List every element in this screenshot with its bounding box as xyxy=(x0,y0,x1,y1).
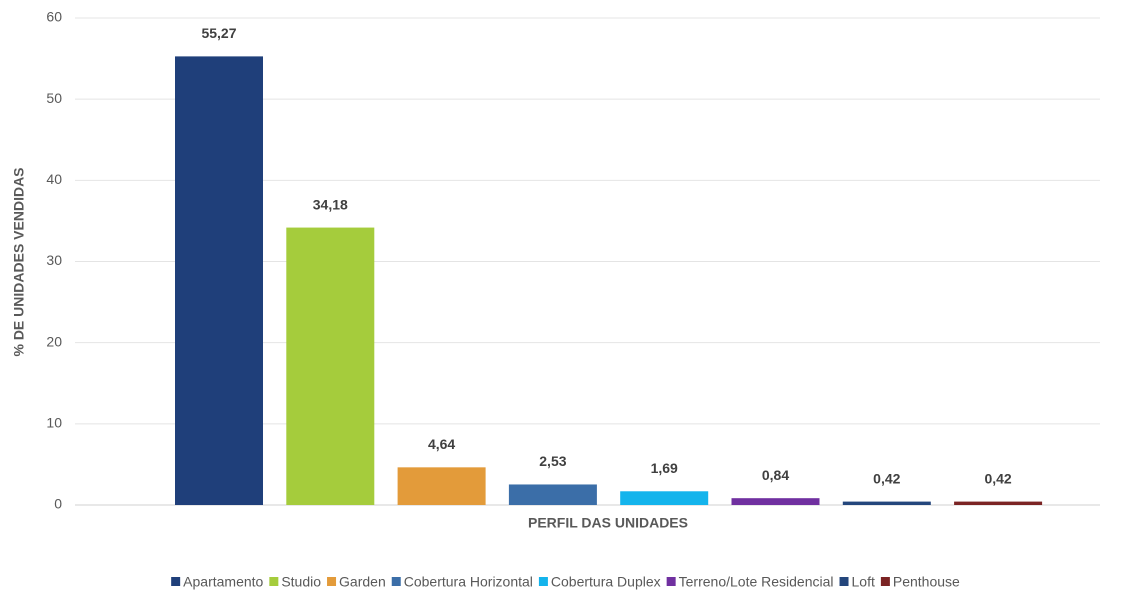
data-label: 2,53 xyxy=(539,453,566,469)
y-tick-label: 60 xyxy=(46,9,62,25)
legend-swatch xyxy=(880,577,890,586)
legend-swatch xyxy=(391,577,401,586)
data-label: 4,64 xyxy=(428,436,455,452)
y-axis-title: % DE UNIDADES VENDIDAS xyxy=(11,167,27,356)
bar xyxy=(397,467,486,505)
legend-swatch xyxy=(538,577,548,586)
data-label: 0,84 xyxy=(762,467,789,483)
data-label: 34,18 xyxy=(313,196,348,212)
legend-label: Studio xyxy=(281,574,321,590)
legend-label: Loft xyxy=(852,574,875,590)
legend-label: Cobertura Duplex xyxy=(551,574,661,590)
legend-label: Apartamento xyxy=(183,574,263,590)
legend-swatch xyxy=(327,577,337,586)
y-tick-label: 0 xyxy=(54,496,62,512)
legend-swatch xyxy=(171,577,181,586)
legend-label: Terreno/Lote Residencial xyxy=(679,574,834,590)
legend-label: Cobertura Horizontal xyxy=(404,574,533,590)
bar xyxy=(620,491,709,505)
y-tick-label: 30 xyxy=(46,252,62,268)
y-tick-label: 20 xyxy=(46,333,62,349)
bar xyxy=(175,56,263,505)
legend-swatch xyxy=(269,577,279,586)
legend-swatch xyxy=(839,577,849,586)
y-tick-label: 40 xyxy=(46,171,62,187)
bar xyxy=(286,227,375,505)
bar xyxy=(842,501,931,505)
bar xyxy=(954,501,1043,505)
y-tick-label: 10 xyxy=(46,415,62,431)
bar xyxy=(731,498,820,505)
x-axis-title: PERFIL DAS UNIDADES xyxy=(528,515,688,531)
data-label: 55,27 xyxy=(201,25,236,41)
data-label: 0,42 xyxy=(984,470,1011,486)
legend-swatch xyxy=(666,577,676,586)
data-label: 0,42 xyxy=(873,470,900,486)
y-tick-label: 50 xyxy=(46,90,62,106)
data-label: 1,69 xyxy=(651,460,678,476)
legend-label: Penthouse xyxy=(893,574,960,590)
legend-label: Garden xyxy=(339,574,386,590)
bar xyxy=(508,484,597,505)
